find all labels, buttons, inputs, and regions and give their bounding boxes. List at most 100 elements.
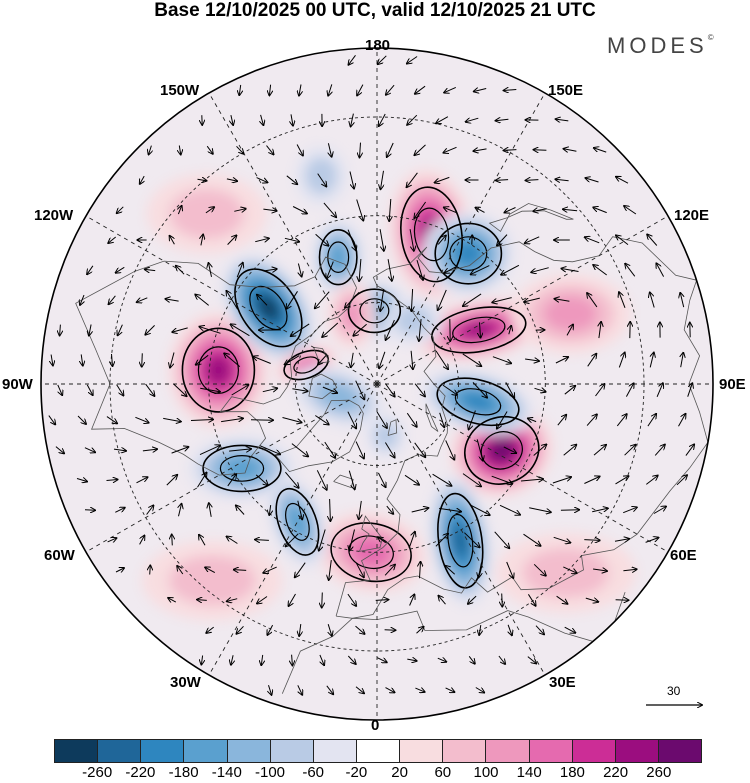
wind-vector — [355, 441, 364, 459]
wind-vector — [197, 600, 207, 601]
wind-vector — [375, 600, 389, 601]
wind-vector — [163, 418, 181, 421]
wind-vector — [284, 238, 299, 241]
wind-vector — [564, 386, 575, 395]
wind-vector — [505, 382, 514, 397]
wind-vector — [355, 625, 365, 634]
anomaly-shade — [305, 157, 338, 195]
wind-vector — [474, 149, 487, 151]
wind-vector — [257, 295, 268, 306]
modes-logo: MODES© — [607, 33, 714, 59]
wind-vector — [528, 418, 537, 421]
wind-vector — [347, 655, 355, 664]
contour-line — [181, 327, 256, 413]
wind-vector — [557, 415, 566, 426]
coastline — [387, 419, 398, 436]
wind-vector — [437, 236, 446, 245]
wind-vector — [415, 85, 426, 94]
wind-vector — [623, 507, 637, 514]
wind-vector — [84, 510, 95, 511]
wind-vector — [349, 55, 356, 64]
contour-line — [219, 454, 265, 482]
wind-vector — [384, 383, 394, 397]
geopotential-contour — [347, 288, 402, 334]
wind-vector — [328, 143, 331, 156]
wind-vector — [563, 209, 578, 211]
contour-line — [234, 268, 303, 348]
geopotential-contour — [202, 444, 282, 493]
wind-vector — [407, 114, 418, 125]
wind-vector — [472, 382, 487, 397]
wind-vector — [206, 626, 215, 633]
wind-vector — [177, 566, 184, 575]
wind-vector — [462, 353, 481, 366]
colorbar-tick-label: 180 — [559, 764, 585, 781]
wind-vector — [351, 352, 353, 367]
wind-vector — [136, 477, 148, 484]
wind-vector — [523, 533, 541, 546]
colorbar-tick-label: -180 — [168, 764, 199, 781]
wind-vector — [345, 291, 360, 307]
wind-vector — [356, 199, 364, 221]
contour-line — [347, 288, 402, 334]
wind-vector — [432, 473, 452, 486]
wind-vector — [503, 446, 516, 453]
wind-vector — [599, 322, 601, 339]
wind-vector — [209, 503, 211, 517]
geopotential-contour — [318, 229, 358, 286]
wind-vector — [435, 350, 448, 369]
colorbar-swatch — [355, 740, 400, 762]
wind-vector — [224, 353, 241, 367]
contour-line — [447, 513, 474, 568]
anomaly-shade — [491, 440, 513, 461]
coastline — [281, 591, 626, 694]
wind-vector — [327, 261, 334, 279]
wind-vector — [438, 289, 447, 310]
wind-vector — [584, 540, 599, 541]
colorbar-tick-label: 60 — [434, 764, 452, 781]
wind-vector — [255, 474, 268, 485]
wind-vector — [170, 352, 175, 368]
anomaly-shade — [169, 555, 256, 605]
meridian — [85, 383, 378, 553]
wind-vector — [201, 235, 203, 246]
wind-vector — [380, 289, 385, 311]
wind-vector — [650, 293, 655, 308]
wind-vector — [585, 237, 600, 244]
wind-vector — [115, 508, 124, 513]
wind-vector — [593, 445, 606, 456]
wind-vector — [525, 236, 540, 243]
wind-vector — [140, 175, 144, 184]
wind-vector — [502, 593, 503, 607]
colorbar-swatch — [571, 740, 615, 762]
wind-vector — [533, 563, 546, 575]
wind-vector — [176, 266, 185, 275]
colorbar-tick-label: -60 — [302, 764, 325, 781]
wind-vector — [292, 389, 307, 391]
geopotential-contour — [275, 487, 320, 556]
wind-vector — [584, 477, 599, 484]
vector-scale-label: 30 — [667, 684, 681, 698]
wind-vector — [262, 388, 277, 391]
wind-vector — [520, 479, 543, 481]
wind-vector — [479, 562, 482, 578]
wind-vector — [385, 687, 395, 693]
wind-vector — [504, 90, 517, 91]
wind-vector — [494, 531, 510, 548]
wind-vector — [227, 291, 238, 310]
wind-vector — [416, 627, 424, 634]
wind-vector — [386, 319, 395, 340]
wind-vector — [479, 625, 481, 635]
wind-vector — [256, 177, 268, 183]
map-boundary — [40, 47, 714, 721]
wind-vector — [625, 383, 633, 397]
wind-vector — [234, 570, 247, 571]
colorbar-tick-label: 20 — [391, 764, 408, 781]
colorbar-swatch — [97, 740, 141, 762]
wind-vector — [616, 414, 626, 427]
wind-vector — [445, 440, 455, 459]
wind-vector — [200, 387, 220, 391]
wind-vector — [55, 446, 64, 454]
anomaly-center — [422, 211, 515, 296]
wind-vector — [436, 116, 449, 124]
